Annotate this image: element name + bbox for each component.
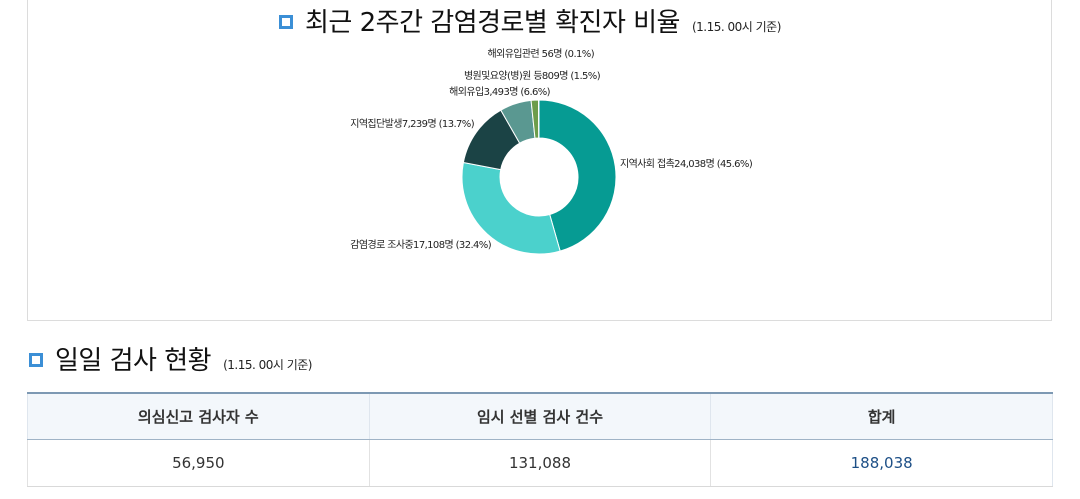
square-bullet-icon bbox=[29, 353, 43, 367]
test-date-note: (1.15. 00시 기준) bbox=[223, 358, 312, 372]
donut-slice[interactable] bbox=[538, 99, 617, 252]
daily-test-table: 의심신고 검사자 수 임시 선별 검사 건수 합계 56,950 131,088… bbox=[27, 392, 1053, 487]
header-total: 합계 bbox=[710, 392, 1053, 440]
test-section-title: 일일 검사 현황 bbox=[55, 346, 212, 376]
cell-suspected-tests: 56,950 bbox=[27, 439, 370, 487]
chart-section-header: 최근 2주간 감염경로별 확진자 비율 (1.15. 00시 기준) bbox=[279, 2, 781, 39]
chart-title: 최근 2주간 감염경로별 확진자 비율 bbox=[305, 8, 680, 38]
slice-label: 지역집단발생7,239명 (13.7%) bbox=[350, 118, 474, 130]
chart-panel bbox=[27, 0, 1052, 321]
test-section-header: 일일 검사 현황 (1.15. 00시 기준) bbox=[29, 340, 312, 377]
slice-label: 해외유입관련 56명 (0.1%) bbox=[488, 47, 595, 60]
header-suspected-tests: 의심신고 검사자 수 bbox=[27, 392, 370, 440]
table-row: 56,950 131,088 188,038 bbox=[27, 439, 1053, 487]
cell-temporary-screening-tests: 131,088 bbox=[368, 439, 711, 487]
slice-label: 해외유입3,493명 (6.6%) bbox=[449, 85, 551, 98]
daily-test-table-wrapper: 의심신고 검사자 수 임시 선별 검사 건수 합계 56,950 131,088… bbox=[27, 392, 1053, 487]
header-temporary-screening-tests: 임시 선별 검사 건수 bbox=[368, 392, 711, 440]
square-bullet-icon bbox=[279, 15, 293, 29]
donut-slice[interactable] bbox=[537, 99, 540, 139]
slice-label: 감염경로 조사중17,108명 (32.4%) bbox=[350, 238, 491, 251]
chart-date-note: (1.15. 00시 기준) bbox=[691, 20, 781, 34]
donut-slice[interactable] bbox=[461, 161, 561, 255]
cell-total: 188,038 bbox=[710, 439, 1053, 487]
table-header-row: 의심신고 검사자 수 임시 선별 검사 건수 합계 bbox=[27, 392, 1053, 440]
slice-label: 지역사회 접촉24,038명 (45.6%) bbox=[620, 158, 753, 170]
slice-label: 병원및요양(병)원 등809명 (1.5%) bbox=[464, 70, 601, 82]
donut-chart: 지역사회 접촉24,038명 (45.6%) 감염경로 조사중17,108명 (3… bbox=[350, 47, 753, 255]
